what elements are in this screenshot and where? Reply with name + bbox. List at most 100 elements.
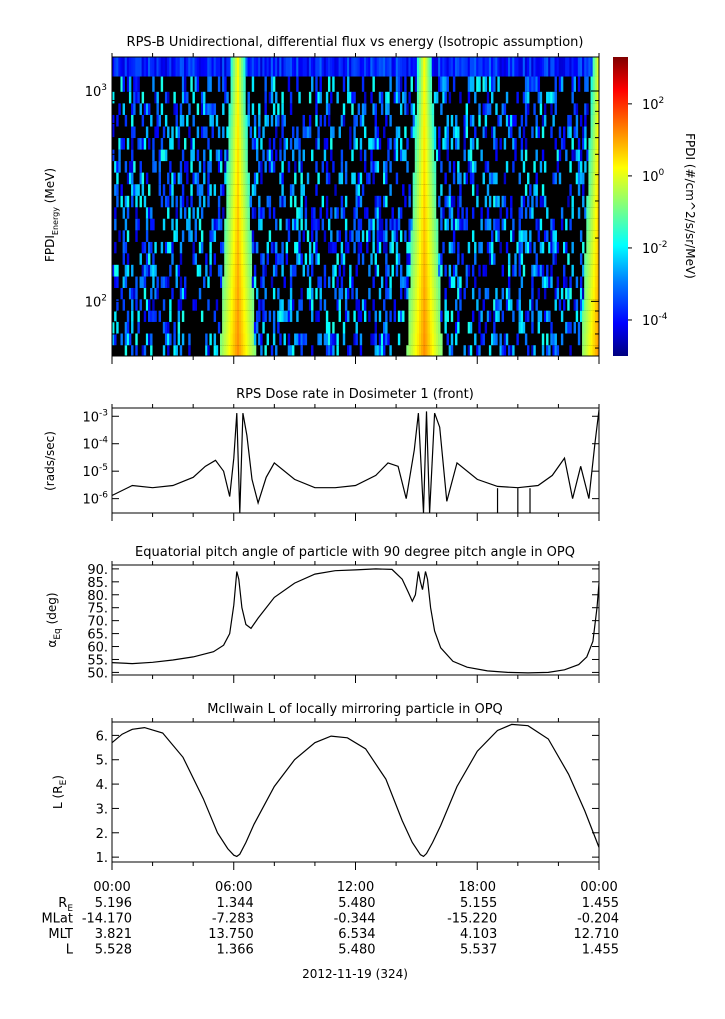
flux-cell xyxy=(143,287,147,300)
flux-cell xyxy=(262,264,265,277)
flux-cell xyxy=(531,195,534,208)
flux-cell xyxy=(594,253,598,265)
flux-cell xyxy=(457,241,460,254)
flux-cell xyxy=(495,172,498,185)
flux-cell xyxy=(573,76,577,92)
flux-cell xyxy=(404,195,407,208)
flux-cell xyxy=(181,333,185,346)
flux-cell xyxy=(435,333,439,346)
flux-cell xyxy=(342,114,346,127)
flux-cell xyxy=(465,207,469,219)
flux-cell xyxy=(251,299,255,311)
flux-cell xyxy=(156,126,159,139)
flux-cell xyxy=(207,103,210,115)
flux-cell xyxy=(226,149,229,162)
flux-cell xyxy=(372,57,375,77)
flux-cell xyxy=(298,149,301,162)
flux-cell xyxy=(270,345,274,356)
flux-cell xyxy=(571,149,574,162)
flux-cell xyxy=(499,207,502,219)
flux-cell xyxy=(567,287,570,300)
flux-cell xyxy=(232,149,236,162)
flux-cell xyxy=(450,195,454,208)
flux-cell xyxy=(579,172,583,185)
flux-cell xyxy=(378,207,382,219)
flux-cell xyxy=(592,207,596,219)
flux-cell xyxy=(486,207,490,219)
flux-cell xyxy=(503,172,507,185)
flux-cell xyxy=(313,207,316,219)
flux-cell xyxy=(131,172,134,185)
flux-cell xyxy=(116,172,119,185)
flux-cell xyxy=(594,184,598,196)
flux-cell xyxy=(179,253,183,265)
flux-cell xyxy=(446,138,449,150)
flux-cell xyxy=(344,195,348,208)
flux-cell xyxy=(239,114,242,127)
flux-cell xyxy=(590,76,593,92)
flux-cell xyxy=(234,264,238,277)
flux-cell xyxy=(431,345,435,356)
flux-cell xyxy=(524,230,528,242)
flux-cell xyxy=(429,76,433,92)
flux-cell xyxy=(308,57,312,77)
flux-cell xyxy=(340,287,344,300)
flux-cell xyxy=(527,241,530,254)
flux-cell xyxy=(268,161,272,173)
flux-cell xyxy=(291,126,295,139)
flux-cell xyxy=(556,149,560,162)
flux-cell xyxy=(285,310,289,322)
flux-cell xyxy=(535,264,538,277)
flux-cell xyxy=(444,321,447,334)
flux-cell xyxy=(135,276,138,288)
flux-cell xyxy=(205,57,208,77)
flux-cell xyxy=(126,253,130,265)
flux-cell xyxy=(247,103,250,115)
flux-cell xyxy=(241,241,244,254)
flux-cell xyxy=(245,161,248,173)
flux-cell xyxy=(404,57,407,77)
flux-cell xyxy=(207,195,210,208)
series-line xyxy=(111,723,600,858)
flux-cell xyxy=(234,241,238,254)
flux-cell xyxy=(366,241,369,254)
flux-cell xyxy=(118,230,121,242)
flux-cell xyxy=(226,253,229,265)
flux-cell xyxy=(596,310,600,322)
flux-cell xyxy=(404,230,407,242)
flux-cell xyxy=(245,287,248,300)
flux-cell xyxy=(228,195,231,208)
flux-cell xyxy=(387,333,390,346)
flux-cell xyxy=(177,126,181,139)
flux-cell xyxy=(122,276,126,288)
flux-cell xyxy=(495,149,498,162)
pitch-y-axis: 50.55.60.65.70.75.80.85.90. xyxy=(87,563,599,681)
flux-cell xyxy=(539,310,543,322)
flux-cell xyxy=(268,57,272,77)
flux-cell xyxy=(533,76,536,92)
flux-cell xyxy=(283,114,286,127)
ephemeris-value: 5.480 xyxy=(338,943,375,958)
flux-cell xyxy=(327,103,331,115)
ephemeris-value: 3.821 xyxy=(95,927,132,942)
flux-cell xyxy=(169,264,172,277)
flux-cell xyxy=(114,333,117,346)
flux-cell xyxy=(357,172,361,185)
flux-cell xyxy=(217,76,221,92)
flux-cell xyxy=(571,138,574,150)
flux-cell xyxy=(429,184,433,196)
flux-cell xyxy=(370,253,373,265)
flux-cell xyxy=(546,207,549,219)
flux-cell xyxy=(243,57,246,77)
flux-cell xyxy=(404,76,407,92)
flux-cell xyxy=(291,345,295,356)
flux-cell xyxy=(592,321,596,334)
flux-cell xyxy=(279,299,282,311)
flux-cell xyxy=(376,207,380,219)
flux-cell xyxy=(397,253,401,265)
flux-cell xyxy=(131,103,134,115)
flux-cell xyxy=(484,287,488,300)
flux-cell xyxy=(503,57,507,77)
flux-cell xyxy=(162,218,166,231)
flux-cell xyxy=(425,299,428,311)
